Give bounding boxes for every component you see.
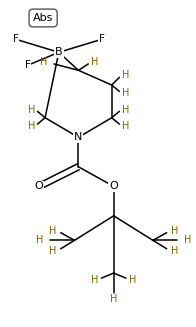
Text: F: F [13,34,19,44]
Text: O: O [109,181,118,191]
Text: O: O [35,181,44,191]
Text: H: H [122,88,129,98]
Text: H: H [28,121,35,131]
Text: Abs: Abs [33,13,53,23]
Text: F: F [24,60,30,70]
Text: H: H [91,275,98,284]
Text: H: H [171,246,178,256]
Text: H: H [110,294,117,304]
Text: H: H [122,105,129,114]
Text: H: H [49,226,57,235]
Text: F: F [99,34,105,44]
Text: H: H [91,57,99,67]
Text: N: N [74,132,83,142]
Text: H: H [122,121,129,131]
Text: H: H [129,275,137,284]
Text: H: H [184,235,192,245]
Text: B: B [55,47,63,57]
Text: H: H [171,226,178,235]
Text: H: H [122,70,129,80]
Text: H: H [40,57,47,67]
Text: H: H [36,235,43,245]
Text: H: H [28,105,35,114]
Text: H: H [49,246,57,256]
